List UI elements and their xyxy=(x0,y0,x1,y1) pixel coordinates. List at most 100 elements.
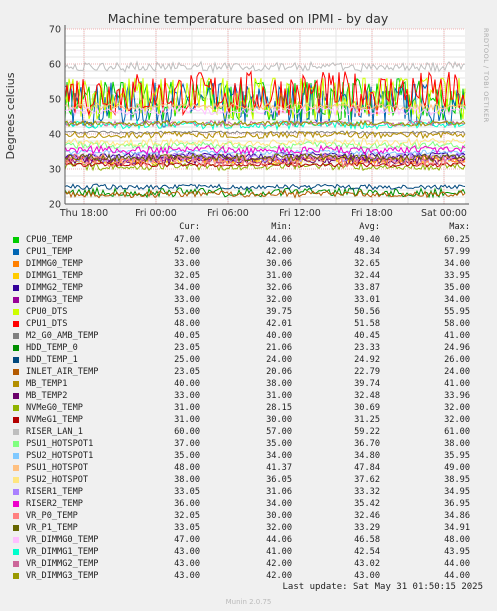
legend-row: DIMMG1_TEMP 32.05 31.00 32.44 33.95 xyxy=(0,270,497,282)
legend-value-avg: 59.22 xyxy=(354,427,380,437)
legend-series-name: MB_TEMP1 xyxy=(26,379,68,389)
legend-swatch xyxy=(13,477,19,483)
legend-series-name: DIMMG2_TEMP xyxy=(26,283,83,293)
legend-row: CPU0_DTS 53.00 39.75 50.56 55.95 xyxy=(0,306,497,318)
legend-value-avg: 31.25 xyxy=(354,415,380,425)
col-header-avg: Avg: xyxy=(359,222,380,232)
legend-value-min: 31.06 xyxy=(266,487,292,497)
legend-swatch xyxy=(13,285,19,291)
legend-value-cur: 25.00 xyxy=(174,355,200,365)
chart: Machine temperature based on IPMI - by d… xyxy=(4,11,490,219)
col-header-min: Min: xyxy=(271,222,292,232)
y-axis-label: Degrees celcius xyxy=(4,72,17,159)
legend-value-min: 32.00 xyxy=(266,295,292,305)
legend-value-min: 38.00 xyxy=(266,379,292,389)
legend-value-max: 58.00 xyxy=(444,319,470,329)
legend-swatch xyxy=(13,573,19,579)
legend-swatch xyxy=(13,309,19,315)
legend-value-max: 41.00 xyxy=(444,379,470,389)
legend-swatch xyxy=(13,561,19,567)
y-tick-label: 40 xyxy=(49,130,61,141)
legend-value-max: 49.00 xyxy=(444,463,470,473)
legend-value-max: 38.00 xyxy=(444,439,470,449)
legend-value-max: 41.00 xyxy=(444,331,470,341)
legend-value-max: 33.95 xyxy=(444,271,470,281)
legend-row: VR_DIMMG0_TEMP 47.00 44.06 46.58 48.00 xyxy=(0,534,497,546)
legend-row: NVMeG0_TEMP 31.00 28.15 30.69 32.00 xyxy=(0,402,497,414)
legend-value-min: 36.05 xyxy=(266,475,292,485)
legend-value-avg: 48.34 xyxy=(354,247,380,257)
chart-title: Machine temperature based on IPMI - by d… xyxy=(108,11,389,26)
legend-series-name: PSU1_HOTSPOT1 xyxy=(26,439,94,449)
legend-value-avg: 49.40 xyxy=(354,235,380,245)
legend-series-name: DIMMG0_TEMP xyxy=(26,259,83,269)
series-line-psu2_hotspot1 xyxy=(65,148,466,156)
legend-value-min: 42.00 xyxy=(266,559,292,569)
legend-value-avg: 34.80 xyxy=(354,451,380,461)
y-tick-label: 60 xyxy=(49,60,61,71)
legend-series-name: MB_TEMP2 xyxy=(26,391,68,401)
series-layer xyxy=(64,60,466,199)
legend-series-name: VR_P0_TEMP xyxy=(26,511,78,521)
col-header-max: Max: xyxy=(449,222,470,232)
legend-row: CPU0_TEMP 47.00 44.06 49.40 60.25 xyxy=(0,234,497,246)
legend-swatch xyxy=(13,549,19,555)
legend-row: VR_DIMMG3_TEMP 43.00 42.00 43.00 44.00 xyxy=(0,570,497,582)
legend-value-min: 30.06 xyxy=(266,259,292,269)
legend-swatch xyxy=(13,357,19,363)
legend-value-cur: 33.00 xyxy=(174,259,200,269)
series-line-vr_dimmg0_temp xyxy=(64,105,466,117)
legend-value-cur: 33.05 xyxy=(174,523,200,533)
legend-value-avg: 32.65 xyxy=(354,259,380,269)
legend-value-max: 33.96 xyxy=(444,391,470,401)
legend-value-avg: 39.74 xyxy=(354,379,380,389)
legend-row: HDD_TEMP_1 25.00 24.00 24.92 26.00 xyxy=(0,354,497,366)
legend-value-min: 42.00 xyxy=(266,571,292,581)
legend-value-max: 43.95 xyxy=(444,547,470,557)
legend-value-cur: 38.00 xyxy=(174,475,200,485)
legend-row: VR_P1_TEMP 33.05 32.00 33.29 34.91 xyxy=(0,522,497,534)
legend-row: PSU1_HOTSPOT 48.00 41.37 47.84 49.00 xyxy=(0,462,497,474)
legend-series-name: RISER1_TEMP xyxy=(26,487,83,497)
legend-value-avg: 42.54 xyxy=(354,547,380,557)
legend-swatch xyxy=(13,249,19,255)
legend-value-cur: 37.00 xyxy=(174,439,200,449)
legend-series-name: CPU0_TEMP xyxy=(26,235,73,245)
legend-value-min: 41.00 xyxy=(266,547,292,557)
legend-value-cur: 31.00 xyxy=(174,403,200,413)
x-tick-label: Fri 00:00 xyxy=(135,208,177,219)
series-line-mb_temp1 xyxy=(64,130,466,140)
legend-row: NVMeG1_TEMP 31.00 30.00 31.25 32.00 xyxy=(0,414,497,426)
legend-value-max: 35.95 xyxy=(444,451,470,461)
legend-value-max: 44.00 xyxy=(444,571,470,581)
y-tick-label: 20 xyxy=(49,200,61,211)
legend-swatch xyxy=(13,237,19,243)
legend-value-max: 34.00 xyxy=(444,259,470,269)
legend-series-name: NVMeG0_TEMP xyxy=(26,403,83,413)
series-line-inlet_air_temp xyxy=(64,189,466,199)
legend-value-max: 44.00 xyxy=(444,559,470,569)
legend-value-min: 31.00 xyxy=(266,391,292,401)
legend-series-name: PSU2_HOTSPOT1 xyxy=(26,451,94,461)
legend-row: CPU1_DTS 48.00 42.01 51.58 58.00 xyxy=(0,318,497,330)
series-line-psu1_hotspot1 xyxy=(64,140,466,151)
legend-value-max: 38.95 xyxy=(444,475,470,485)
legend-value-cur: 33.05 xyxy=(174,487,200,497)
series-line-cpu1_dts xyxy=(64,70,466,117)
legend-row: DIMMG2_TEMP 34.00 32.06 33.87 35.00 xyxy=(0,282,497,294)
legend-row: DIMMG3_TEMP 33.00 32.00 33.01 34.00 xyxy=(0,294,497,306)
legend-swatch xyxy=(13,405,19,411)
legend-swatch xyxy=(13,453,19,459)
legend-value-max: 34.91 xyxy=(444,523,470,533)
legend-swatch xyxy=(13,465,19,471)
legend-swatch xyxy=(13,501,19,507)
legend-value-min: 28.15 xyxy=(266,403,292,413)
legend-value-min: 57.00 xyxy=(266,427,292,437)
legend-value-min: 31.00 xyxy=(266,271,292,281)
series-line-riser2_temp xyxy=(64,144,466,156)
legend-value-avg: 47.84 xyxy=(354,463,380,473)
legend-series-name: VR_P1_TEMP xyxy=(26,523,78,533)
legend-swatch xyxy=(13,429,19,435)
legend-value-min: 42.01 xyxy=(266,319,292,329)
legend-value-avg: 37.62 xyxy=(354,475,380,485)
